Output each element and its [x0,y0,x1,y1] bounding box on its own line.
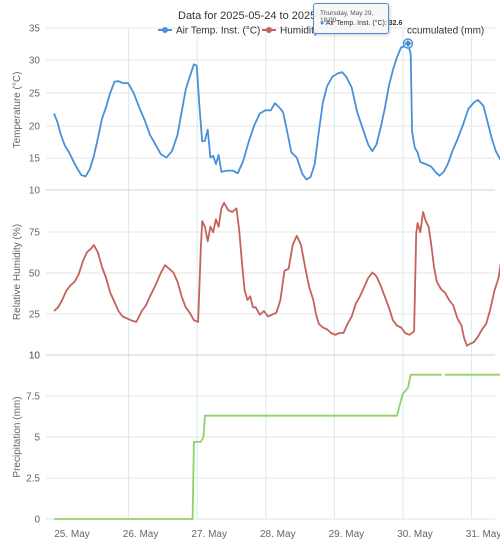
tooltip-label: Air Temp. Inst. (°C): [325,20,387,27]
y-tick-label: 20 [29,122,41,133]
chart-title: Data for 2025-05-24 to 2025-05- [178,10,336,22]
y-tick-label: 10 [29,351,41,362]
hover-marker-core [404,40,412,48]
y-axis-title: Relative Humidity (%) [12,224,23,320]
series-line [53,42,500,181]
legend-marker [266,27,272,33]
y-tick-label: 25 [29,89,41,100]
grid [46,27,495,520]
y-tick-label: 5 [34,433,40,444]
y-tick-label: 7.5 [26,392,40,403]
y-tick-label: 25 [29,310,41,321]
x-tick-label: 31. May [466,529,500,540]
series-line [54,373,442,520]
x-tick-label: 28. May [260,529,296,540]
x-tick-label: 26. May [123,529,159,540]
y-tick-label: 10 [29,351,41,362]
series-line [53,201,500,347]
x-tick-label: 29. May [329,529,365,540]
tooltip-value: 32.6 [388,20,403,27]
x-tick-label: 30. May [397,529,433,540]
y-tick-label: 0 [34,515,40,526]
x-tick-label: 25. May [54,529,90,540]
tooltip: Thursday, May 29, 18:00 ● Air Temp. Inst… [313,3,402,34]
x-tick-label: 27. May [191,529,227,540]
tooltip-title: Thursday, May 29, 18:00 [320,10,374,24]
y-tick-label: 15 [29,154,41,165]
tooltip-marker-icon: ● [320,20,325,27]
legend-label: Air Temp. Inst. (°C) [176,26,260,37]
y-axis-title: Precipitation (mm) [12,396,23,477]
y-tick-label: 30 [29,56,41,67]
legend-marker [162,27,168,33]
y-tick-label: 2.5 [26,474,40,485]
legend-label: ccumulated (mm) [407,26,484,37]
y-axis-title: Temperature (°C) [12,72,23,149]
y-tick-label: 35 [29,24,41,35]
tooltip-line: ● Air Temp. Inst. (°C): 32.6 [320,20,402,27]
y-tick-label: 50 [29,269,41,280]
legend-label: Humidity [280,26,319,37]
y-tick-label: 75 [29,228,41,239]
y-tick-label: 10 [29,186,41,197]
series-layer [53,38,500,520]
